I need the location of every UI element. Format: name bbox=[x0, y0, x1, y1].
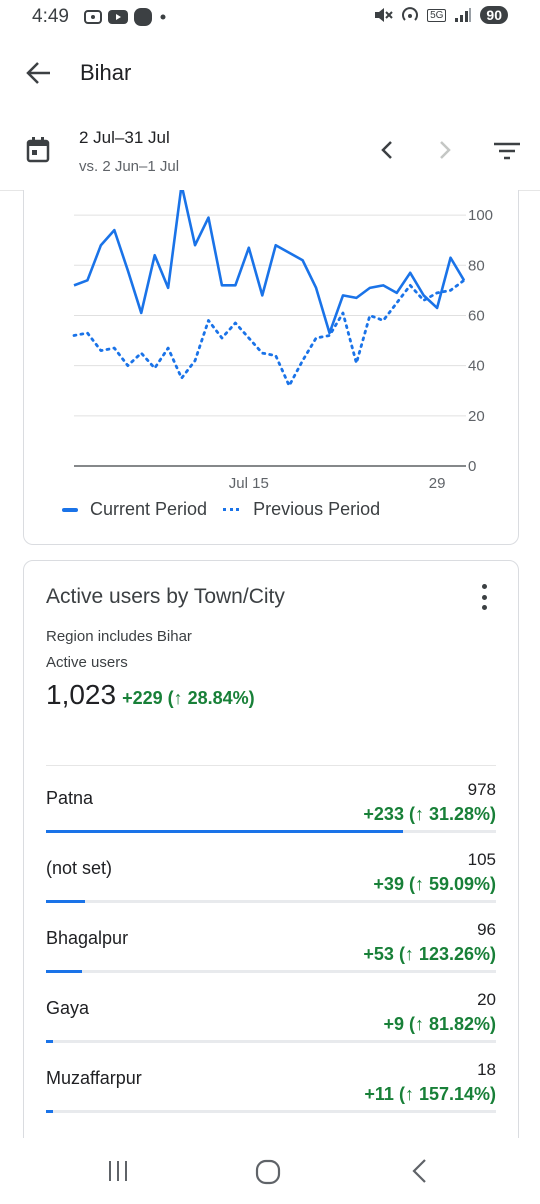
hotspot-icon bbox=[402, 7, 418, 21]
date-range-bar: 2 Jul–31 Jul vs. 2 Jun–1 Jul bbox=[0, 110, 540, 191]
city-name: (not set) bbox=[46, 858, 113, 878]
signal-icon bbox=[455, 8, 472, 22]
system-icons: 5G 90 bbox=[373, 6, 508, 24]
legend-swatch-solid bbox=[62, 507, 78, 512]
x-tick-label: Jul 15 bbox=[229, 475, 269, 490]
share-bar bbox=[46, 1040, 496, 1043]
status-time: 4:49 bbox=[32, 6, 69, 27]
city-value: 96 bbox=[477, 920, 496, 939]
more-vert-icon-dot bbox=[481, 605, 487, 610]
youtube-icon bbox=[108, 10, 128, 24]
arrow-back-icon bbox=[26, 62, 50, 84]
legend-label-current: Current Period bbox=[90, 499, 208, 519]
city-name: Patna bbox=[46, 788, 94, 808]
region-note: Region includes Bihar bbox=[46, 628, 192, 645]
y-tick-label: 20 bbox=[468, 408, 485, 425]
legend-item-current: Current Period bbox=[62, 499, 207, 520]
more-vert-icon bbox=[481, 584, 487, 589]
comparison-range-label: vs. 2 Jun–1 Jul bbox=[79, 158, 180, 175]
share-bar bbox=[46, 900, 496, 903]
city-row-gaya[interactable]: Gaya 20 +9 (↑ 81.82%) bbox=[46, 976, 496, 1046]
battery-indicator: 90 bbox=[480, 6, 508, 24]
filter-icon bbox=[494, 142, 520, 160]
notification-icons bbox=[84, 8, 168, 26]
y-tick-label: 0 bbox=[468, 458, 476, 475]
chevron-right-icon bbox=[440, 141, 451, 159]
y-tick-label: 80 bbox=[468, 257, 485, 274]
share-bar-fill bbox=[46, 830, 403, 833]
legend-swatch-dotted bbox=[223, 508, 240, 511]
city-delta: +233 (↑ 31.28%) bbox=[363, 804, 496, 824]
back-chevron-icon bbox=[412, 1159, 426, 1183]
share-bar bbox=[46, 1110, 496, 1113]
network-type: 5G bbox=[427, 8, 447, 22]
page-title: Bihar bbox=[80, 60, 132, 85]
users-trend-card: 0 20 40 60 80 100 Jul 15 29 Current Period Prev… bbox=[23, 190, 519, 545]
city-name: Bhagalpur bbox=[46, 928, 129, 948]
back-button[interactable] bbox=[22, 56, 56, 90]
screenshot-icon bbox=[84, 10, 102, 24]
recents-icon bbox=[109, 1161, 127, 1181]
previous-period-button[interactable] bbox=[374, 136, 402, 164]
city-row-not-set[interactable]: (not set) 105 +39 (↑ 59.09%) bbox=[46, 836, 496, 906]
system-back-button[interactable] bbox=[408, 1158, 432, 1189]
more-vert-icon-dot bbox=[481, 594, 487, 600]
card-title: Active users by Town/City bbox=[46, 585, 285, 608]
next-period-button[interactable] bbox=[430, 136, 458, 164]
calendar-button[interactable] bbox=[26, 137, 50, 168]
city-delta: +53 (↑ 123.26%) bbox=[363, 944, 496, 964]
city-delta: +39 (↑ 59.09%) bbox=[373, 874, 496, 894]
users-trend-chart: 0 20 40 60 80 100 Jul 15 29 bbox=[72, 190, 493, 492]
share-bar bbox=[46, 970, 496, 973]
chevron-left-icon bbox=[381, 141, 392, 159]
chart-legend: Current Period Previous Period bbox=[62, 499, 396, 520]
city-value: 18 bbox=[477, 1060, 496, 1079]
city-name: Gaya bbox=[46, 998, 90, 1018]
share-bar bbox=[46, 830, 496, 833]
y-tick-label: 40 bbox=[468, 358, 485, 375]
app-icon bbox=[134, 8, 152, 26]
y-tick-label: 60 bbox=[468, 307, 485, 324]
city-row-patna[interactable]: Patna 978 +233 (↑ 31.28%) bbox=[46, 766, 496, 836]
share-bar-fill bbox=[46, 1040, 54, 1043]
app-bar: Bihar bbox=[0, 40, 540, 104]
home-icon bbox=[255, 1159, 281, 1185]
city-name: Muzaffarpur bbox=[46, 1068, 142, 1088]
system-nav-bar bbox=[0, 1138, 540, 1204]
city-value: 20 bbox=[477, 990, 496, 1009]
city-value: 105 bbox=[467, 850, 496, 869]
share-bar-fill bbox=[46, 970, 82, 973]
metric-total-delta: +229 (↑ 28.84%) bbox=[122, 688, 255, 708]
city-value: 978 bbox=[467, 780, 496, 799]
share-bar-fill bbox=[46, 900, 85, 903]
active-users-by-city-card: Active users by Town/City Region include… bbox=[23, 560, 519, 1182]
dot-icon bbox=[160, 14, 166, 20]
home-button[interactable] bbox=[255, 1159, 281, 1190]
city-row-bhagalpur[interactable]: Bhagalpur 96 +53 (↑ 123.26%) bbox=[46, 906, 496, 976]
mute-icon bbox=[375, 8, 393, 22]
legend-item-previous: Previous Period bbox=[223, 499, 380, 520]
x-tick-label: 29 bbox=[429, 475, 446, 490]
share-bar-fill bbox=[46, 1110, 53, 1113]
metric-label: Active users bbox=[46, 654, 128, 671]
calendar-icon bbox=[26, 137, 50, 163]
city-delta: +9 (↑ 81.82%) bbox=[383, 1014, 496, 1034]
recents-button[interactable] bbox=[106, 1160, 130, 1187]
series-line-previous bbox=[72, 278, 466, 388]
date-range-label[interactable]: 2 Jul–31 Jul bbox=[79, 128, 170, 147]
more-options-button[interactable] bbox=[472, 581, 496, 613]
metric-summary: 1,023 +229 (↑ 28.84%) bbox=[46, 679, 255, 711]
series-line-current bbox=[73, 190, 466, 335]
city-row-muzaffarpur[interactable]: Muzaffarpur 18 +11 (↑ 157.14%) bbox=[46, 1046, 496, 1116]
y-tick-label: 100 bbox=[468, 207, 493, 224]
city-delta: +11 (↑ 157.14%) bbox=[364, 1084, 496, 1104]
metric-total: 1,023 bbox=[46, 679, 117, 710]
status-bar: 4:49 5G 90 bbox=[0, 0, 540, 34]
legend-label-previous: Previous Period bbox=[253, 499, 381, 519]
filter-button[interactable] bbox=[490, 134, 524, 168]
list-divider bbox=[46, 765, 496, 766]
